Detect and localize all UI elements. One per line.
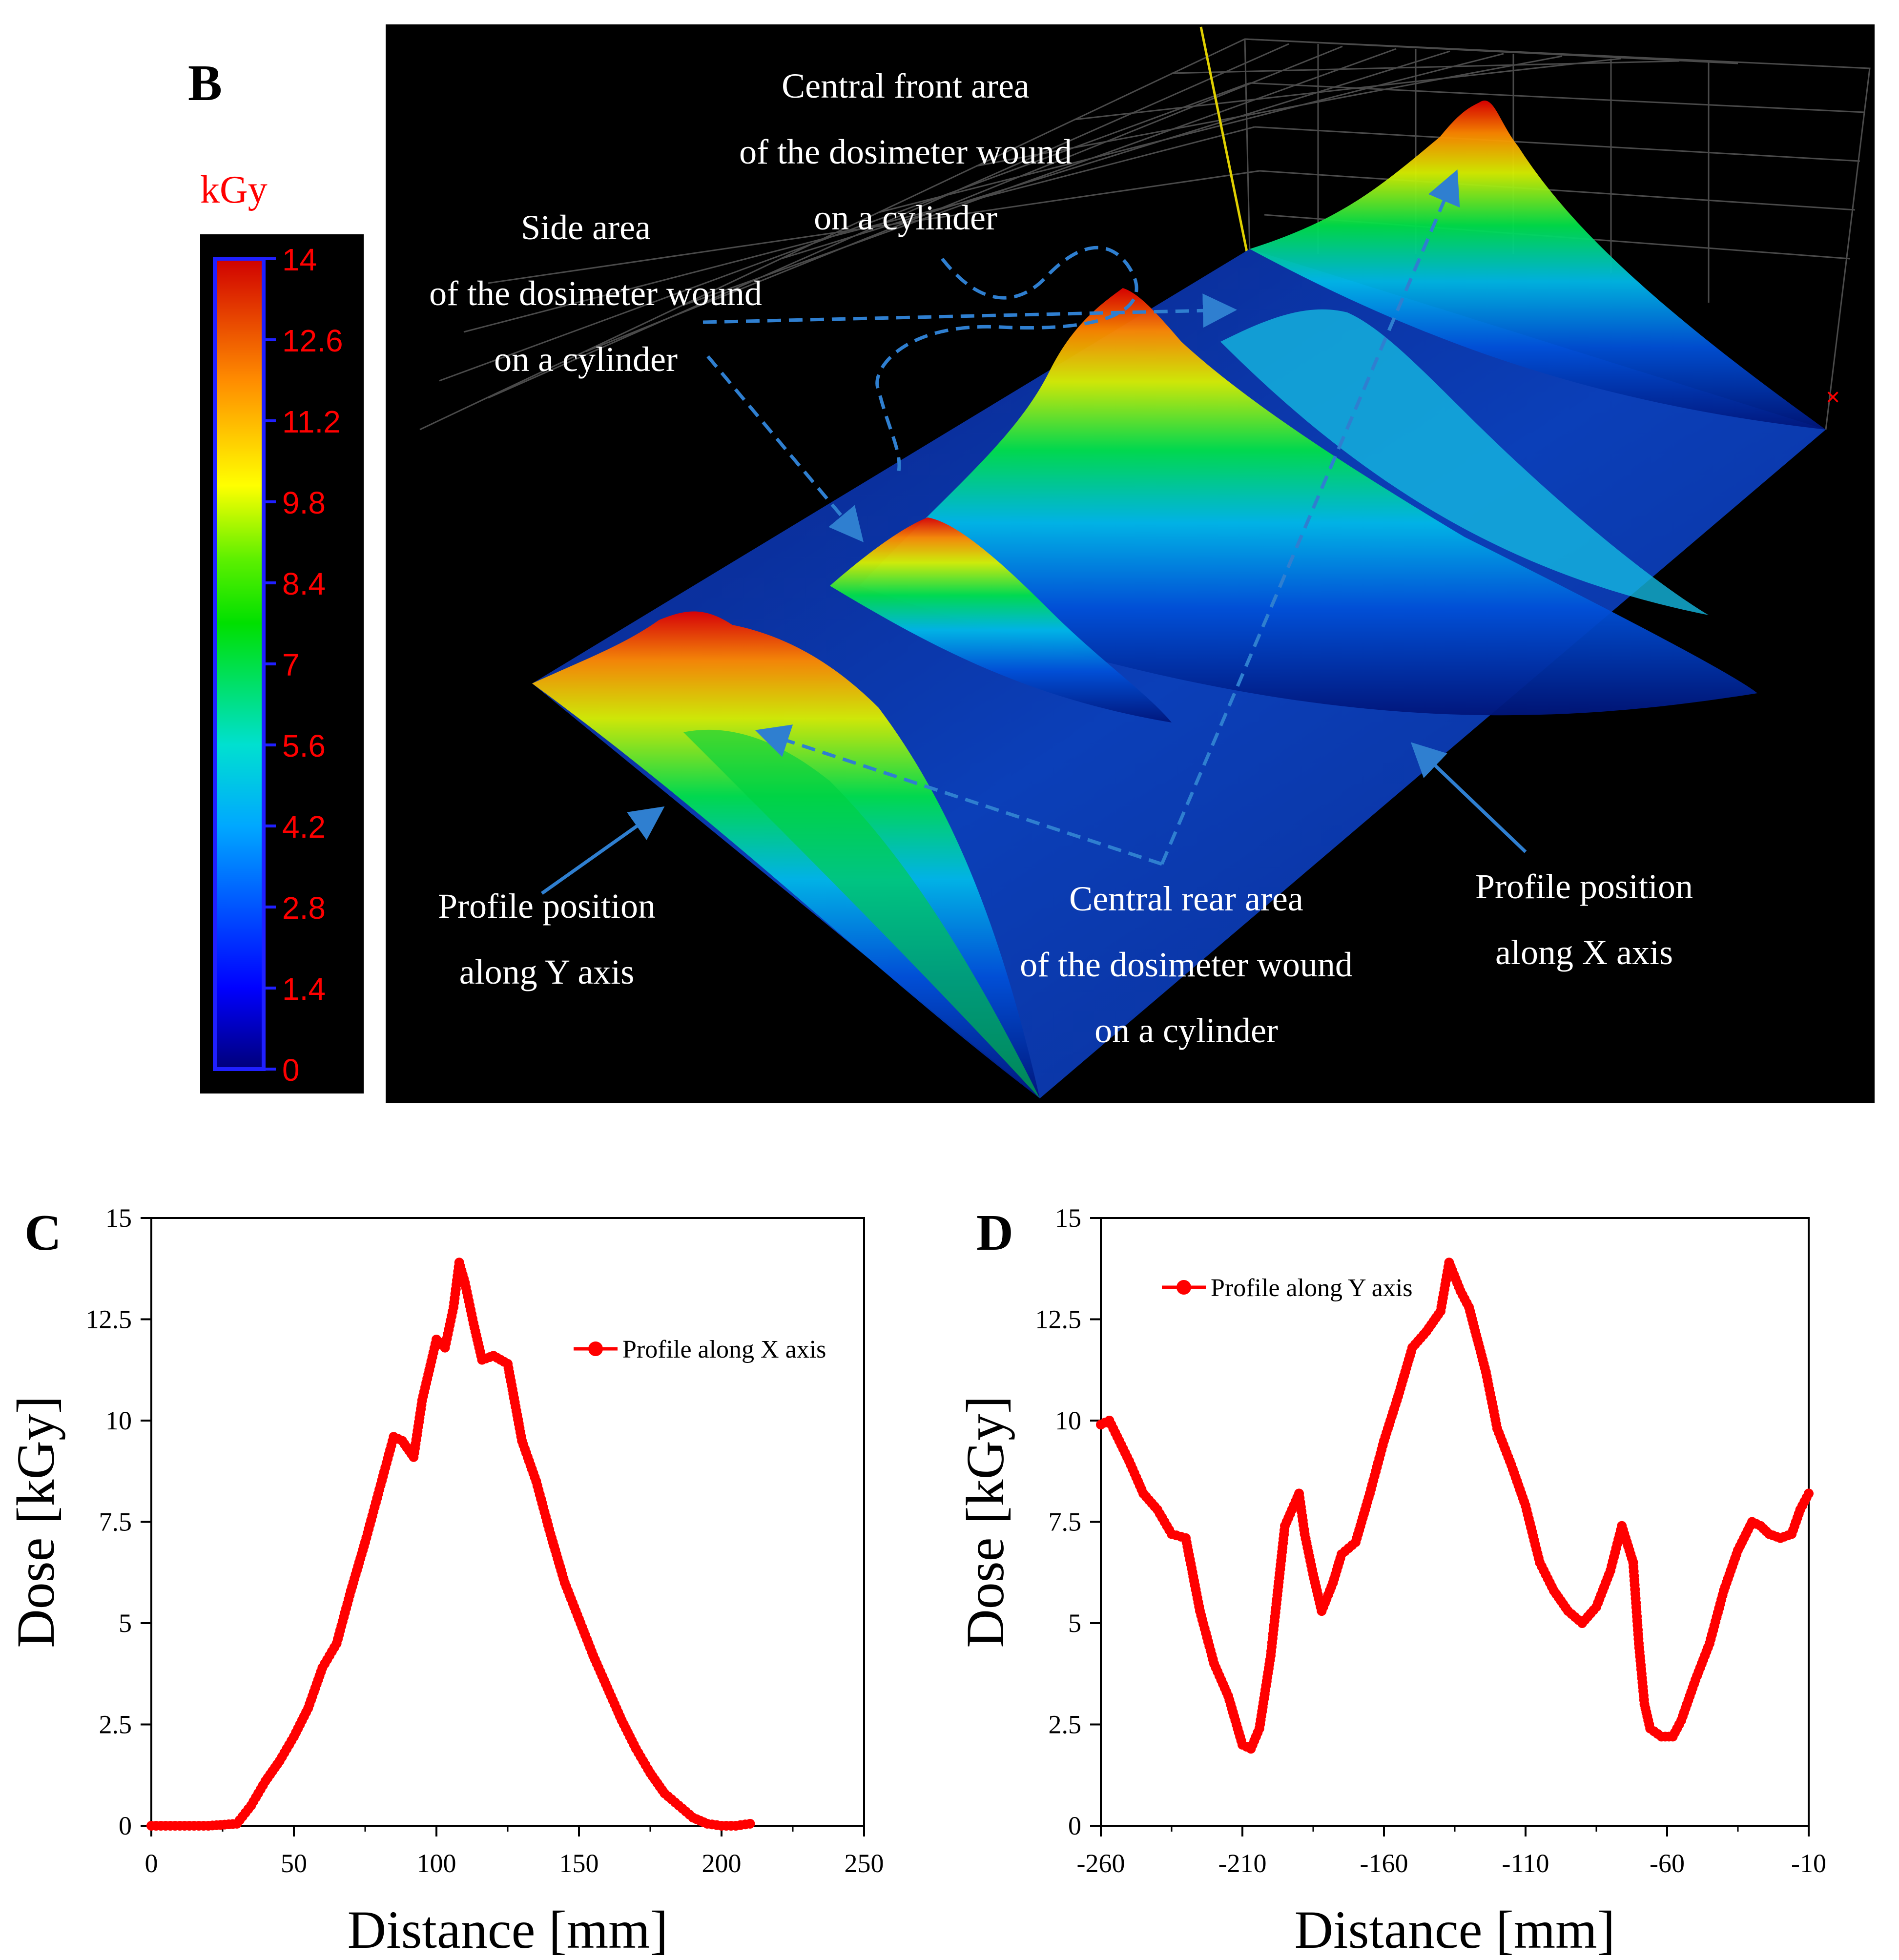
arrow-central-front-curve [875, 246, 1138, 474]
y-tick-label: 0 [119, 1811, 132, 1840]
colorbar-tick-label: 7 [282, 647, 300, 682]
annotation-central-front-2: of the dosimeter wound [739, 132, 1072, 171]
panel-b-label: B [188, 54, 222, 111]
annotation-profile-x-1: Profile position [1475, 867, 1693, 906]
x-tick-label: 100 [417, 1849, 456, 1878]
panel-d: D -260 -210 -160 -110 -60 -10 0 2.5 5 7.5 10 12.5 15… [955, 1203, 1826, 1960]
x-tick-label: -210 [1218, 1849, 1267, 1878]
x-axis-label: Distance [mm] [1295, 1900, 1615, 1960]
data-point [1804, 1488, 1814, 1499]
annotations: Central front area of the dosimeter woun… [429, 66, 1693, 1050]
annotation-side-3: on a cylinder [494, 340, 678, 379]
surface-ridge-back [1250, 101, 1826, 430]
annotation-central-rear-1: Central rear area [1069, 879, 1303, 918]
x-tick-label: -60 [1650, 1849, 1685, 1878]
y-tick-label: 15 [1055, 1203, 1081, 1233]
annotation-profile-y-2: along Y axis [459, 952, 635, 991]
annotation-central-rear-3: on a cylinder [1094, 1011, 1278, 1050]
arrow-rear-to-front-ridge [755, 724, 1163, 866]
colorbar-gradient [213, 257, 266, 1071]
arrow-profile-x [1410, 742, 1527, 853]
panel-c: C 0 50 100 150 200 250 0 2.5 5 7.5 10 12.5 15 Distanc… [6, 1203, 884, 1960]
surface-ridge-back-shoulder [1220, 309, 1709, 615]
y-tick-label: 2.5 [99, 1710, 132, 1739]
colorbar-tick-label: 5.6 [282, 728, 326, 763]
colorbar-tick-label: 14 [282, 242, 317, 277]
legend-marker [588, 1341, 603, 1356]
annotation-arrows [540, 169, 1527, 895]
arrow-rear-to-back-ridge [1160, 169, 1460, 865]
x-tick-label: -110 [1502, 1849, 1549, 1878]
y-axis-label: Dose [kGy] [955, 1396, 1015, 1648]
colorbar: kGy 14 12.6 11.2 9.8 8.4 7 5.6 4.2 2.8 1.4 0 [200, 168, 364, 1093]
series-points [1096, 1258, 1814, 1754]
x-tick-label: 200 [702, 1849, 742, 1878]
surface-plot-3d: × Central front area of the dosimeter wo… [386, 24, 1875, 1103]
panel-c-label: C [24, 1204, 62, 1261]
legend: Profile along X axis [574, 1336, 826, 1363]
y-tick-label: 2.5 [1049, 1710, 1082, 1739]
surface-ridge-small [830, 517, 1172, 722]
colorbar-tick-label: 4.2 [282, 809, 326, 845]
y-tick-label: 0 [1068, 1811, 1081, 1840]
x-tick-label: 0 [145, 1849, 158, 1878]
series-points [146, 1258, 755, 1831]
colorbar-tick-label: 1.4 [282, 971, 326, 1007]
x-tick-label: -10 [1791, 1849, 1826, 1878]
arrow-side-to-floor [702, 293, 1237, 328]
back-wall-grid [419, 38, 1871, 431]
y-tick-label: 12.5 [86, 1305, 132, 1334]
y-tick-label: 10 [105, 1406, 132, 1435]
colorbar-unit: kGy [200, 168, 268, 211]
annotation-side-1: Side area [521, 208, 651, 247]
colorbar-tick-label: 0 [282, 1052, 300, 1088]
y-tick-label: 7.5 [99, 1507, 132, 1537]
data-point [745, 1818, 755, 1829]
arrow-side-to-ridge [706, 355, 864, 542]
annotation-central-rear-2: of the dosimeter wound [1020, 945, 1353, 984]
x-tick-label: 150 [559, 1849, 599, 1878]
annotation-central-front-3: on a cylinder [814, 198, 997, 237]
x-tick-label: -160 [1360, 1849, 1408, 1878]
y-tick-label: 5 [1068, 1609, 1081, 1638]
legend-marker [1177, 1280, 1191, 1295]
annotation-side-2: of the dosimeter wound [429, 274, 762, 313]
annotation-profile-x-2: along X axis [1495, 933, 1673, 972]
colorbar-tick-label: 9.8 [282, 485, 326, 520]
legend-label: Profile along Y axis [1211, 1274, 1413, 1302]
plot-frame [1100, 1217, 1810, 1827]
x-axis-label: Distance [mm] [348, 1900, 668, 1960]
annotation-central-front-1: Central front area [782, 66, 1030, 105]
annotation-profile-y-1: Profile position [438, 887, 656, 926]
y-tick-label: 10 [1055, 1406, 1081, 1435]
y-tick-label: 12.5 [1035, 1305, 1082, 1334]
y-tick-label: 5 [119, 1609, 132, 1638]
series-line [1099, 1259, 1812, 1753]
arrow-profile-y [540, 806, 665, 895]
panel-d-label: D [976, 1204, 1013, 1261]
y-axis-label: Dose [kGy] [6, 1396, 65, 1648]
colorbar-tick-label: 2.8 [282, 890, 326, 926]
y-tick-label: 7.5 [1049, 1507, 1082, 1537]
plot-frame [150, 1217, 865, 1827]
x-tick-label: -260 [1077, 1849, 1125, 1878]
legend: Profile along Y axis [1162, 1274, 1413, 1302]
x-tick-label: 250 [845, 1849, 884, 1878]
colorbar-tick-label: 11.2 [282, 404, 341, 439]
colorbar-tick-label: 8.4 [282, 566, 326, 601]
y-tick-label: 15 [105, 1203, 132, 1233]
surface-ridge-middle [859, 288, 1757, 716]
colorbar-tick-label: 12.6 [282, 323, 343, 358]
legend-label: Profile along X axis [622, 1336, 826, 1363]
surface-ridge-front [532, 611, 1040, 1098]
x-tick-label: 50 [281, 1849, 307, 1878]
svg-text:×: × [1826, 383, 1840, 411]
